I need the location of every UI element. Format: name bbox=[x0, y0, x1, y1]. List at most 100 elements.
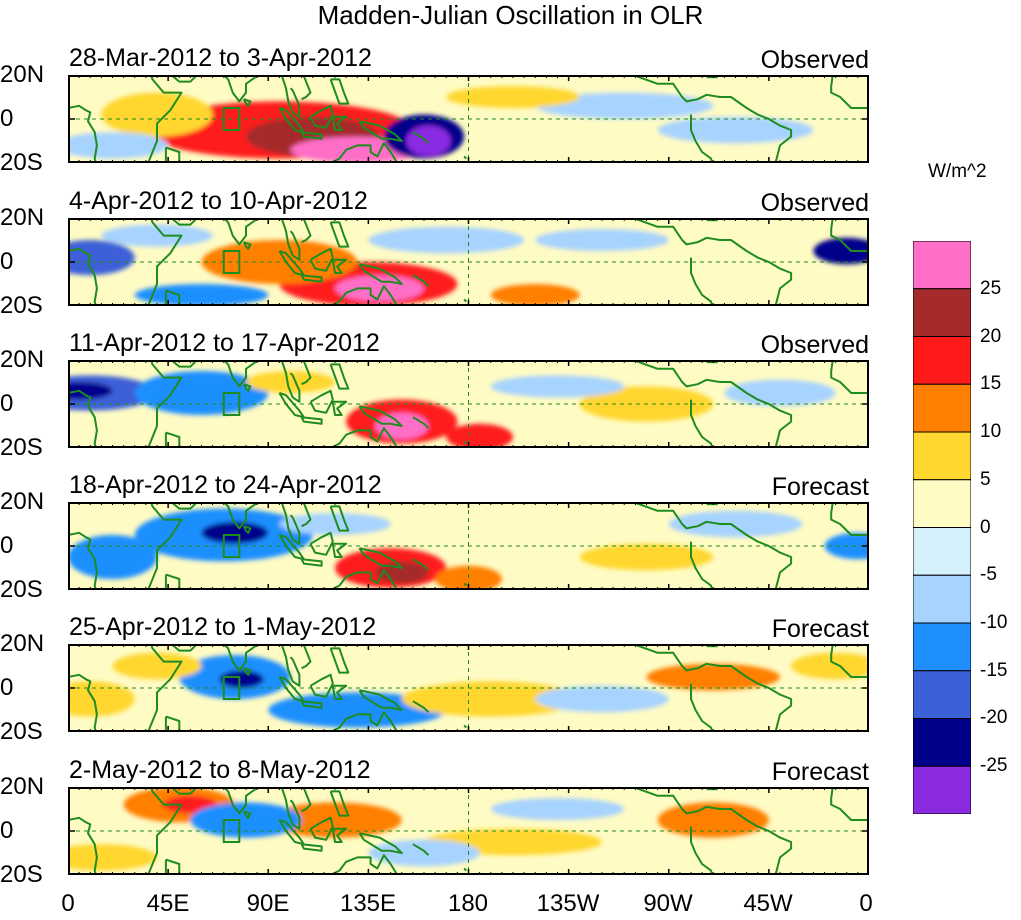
anomaly-blob bbox=[375, 561, 429, 584]
olr-anomaly-map bbox=[68, 218, 869, 306]
colorbar-tick: -25 bbox=[980, 755, 1008, 776]
anomaly-blob bbox=[535, 685, 669, 713]
coastline bbox=[169, 644, 199, 652]
anomaly-blob bbox=[406, 125, 451, 157]
lat-tick-label: 0 bbox=[0, 390, 14, 417]
colorbar-swatch bbox=[913, 527, 971, 576]
coastline bbox=[358, 689, 403, 711]
coastline bbox=[68, 247, 98, 306]
coastline bbox=[830, 502, 869, 536]
anomaly-blob bbox=[268, 692, 447, 728]
coastline bbox=[300, 131, 323, 140]
coastline bbox=[164, 715, 181, 732]
anomaly-blob bbox=[646, 663, 780, 691]
colorbar-tick: 25 bbox=[980, 278, 1002, 299]
colorbar-swatch bbox=[913, 574, 971, 624]
olr-anomaly-map bbox=[68, 644, 869, 732]
coastline bbox=[242, 98, 252, 107]
colorbar-swatch bbox=[913, 765, 971, 814]
coastline bbox=[169, 75, 199, 83]
coastline bbox=[830, 75, 869, 109]
coastline bbox=[690, 114, 714, 163]
anomaly-blob bbox=[68, 132, 169, 159]
coastline bbox=[242, 810, 252, 819]
colorbar-tick: -20 bbox=[980, 707, 1008, 728]
coastline bbox=[463, 298, 468, 303]
coastline bbox=[358, 405, 403, 427]
chart-title: Madden-Julian Oscillation in OLR bbox=[317, 0, 704, 30]
coastline bbox=[632, 75, 793, 163]
colorbar-tick: 20 bbox=[980, 326, 1002, 347]
anomaly-blob bbox=[68, 535, 157, 579]
coastline bbox=[358, 832, 403, 854]
coastline bbox=[164, 573, 181, 590]
coastline bbox=[222, 360, 261, 388]
anomaly-blob bbox=[791, 652, 869, 680]
coastline bbox=[300, 843, 323, 852]
anomaly-blob bbox=[68, 844, 157, 871]
anomaly-blob bbox=[335, 275, 424, 302]
coastline bbox=[329, 647, 350, 674]
forecast-panel: 4-Apr-2012 to 10-Apr-2012 Observed 20N 0 20S bbox=[0, 187, 900, 318]
coastline bbox=[309, 389, 334, 414]
coastline bbox=[331, 258, 348, 274]
coastline bbox=[68, 673, 98, 732]
coastline bbox=[830, 787, 869, 821]
olr-anomaly-map bbox=[68, 502, 869, 590]
coastline bbox=[309, 816, 334, 841]
anomaly-blob bbox=[579, 543, 714, 571]
lat-tick-label: 0 bbox=[0, 817, 14, 844]
coastline bbox=[301, 502, 312, 528]
coastline bbox=[300, 274, 323, 283]
coastline bbox=[412, 700, 430, 713]
coastline bbox=[632, 787, 793, 875]
coastline bbox=[146, 787, 183, 875]
olr-anomaly-map bbox=[68, 360, 869, 448]
coastline bbox=[830, 644, 869, 678]
lon-tick-label: 90W bbox=[643, 890, 693, 917]
colorbar-swatch bbox=[913, 718, 971, 767]
coastline bbox=[280, 75, 301, 118]
lon-tick-label: 135E bbox=[339, 890, 397, 917]
anomaly-blob bbox=[490, 798, 625, 820]
lat-tick-label: 0 bbox=[0, 105, 14, 132]
olr-anomaly-map bbox=[68, 75, 869, 163]
coastline bbox=[280, 360, 301, 403]
lon-tick-label: 180 bbox=[447, 890, 489, 917]
lon-tick-label: 45E bbox=[146, 890, 190, 917]
coastline bbox=[164, 289, 181, 306]
coastline bbox=[68, 389, 98, 448]
anomaly-blob bbox=[668, 510, 803, 538]
map-frame bbox=[68, 360, 869, 448]
anomaly-blob bbox=[190, 802, 302, 838]
colorbar-swatch bbox=[913, 670, 971, 719]
colorbar-tick: -5 bbox=[980, 564, 997, 585]
coastline bbox=[331, 684, 348, 700]
coastline bbox=[169, 218, 199, 226]
anomaly-blob bbox=[368, 226, 525, 254]
coastline bbox=[690, 826, 714, 875]
map-frame bbox=[68, 502, 869, 590]
anomaly-blob bbox=[68, 681, 135, 717]
colorbar-swatch bbox=[913, 431, 971, 481]
panel-date-range: 18-Apr-2012 to 24-Apr-2012 bbox=[69, 471, 382, 499]
anomaly-blob bbox=[490, 284, 580, 306]
panel-status: Observed bbox=[760, 46, 869, 74]
coastline bbox=[169, 360, 199, 368]
map-frame bbox=[68, 644, 869, 732]
coastline bbox=[280, 218, 301, 261]
coastline bbox=[309, 531, 334, 556]
coastline bbox=[690, 683, 714, 732]
anomaly-blob bbox=[446, 423, 513, 448]
colorbar-tick: 15 bbox=[980, 373, 1002, 394]
anomaly-blob bbox=[813, 237, 869, 265]
anomaly-blob bbox=[219, 670, 264, 688]
coastline bbox=[309, 673, 334, 698]
coastline bbox=[690, 399, 714, 448]
coastline bbox=[632, 502, 793, 590]
coastline bbox=[301, 75, 312, 101]
coastline bbox=[169, 787, 199, 795]
coastline bbox=[280, 502, 301, 545]
olr-anomaly-map bbox=[68, 787, 869, 875]
colorbar-units: W/m^2 bbox=[928, 161, 987, 182]
